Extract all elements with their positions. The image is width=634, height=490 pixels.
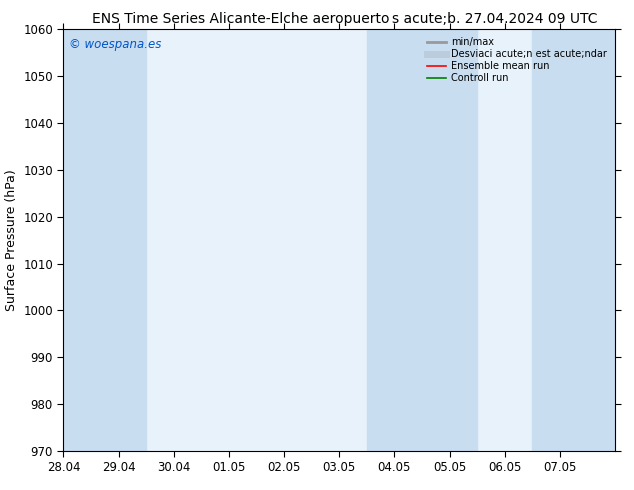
Y-axis label: Surface Pressure (hPa): Surface Pressure (hPa) [4, 169, 18, 311]
Legend: min/max, Desviaci acute;n est acute;ndar, Ensemble mean run, Controll run: min/max, Desviaci acute;n est acute;ndar… [424, 34, 610, 86]
Bar [36, 29, 91, 451]
Bar [91, 29, 146, 451]
Bar [422, 29, 477, 451]
Bar [588, 29, 634, 451]
Text: ENS Time Series Alicante-Elche aeropuerto: ENS Time Series Alicante-Elche aeropuert… [92, 12, 390, 26]
Text: s acute;b. 27.04.2024 09 UTC: s acute;b. 27.04.2024 09 UTC [392, 12, 597, 26]
Bar [533, 29, 588, 451]
Text: © woespana.es: © woespana.es [69, 38, 161, 51]
Bar [366, 29, 422, 451]
